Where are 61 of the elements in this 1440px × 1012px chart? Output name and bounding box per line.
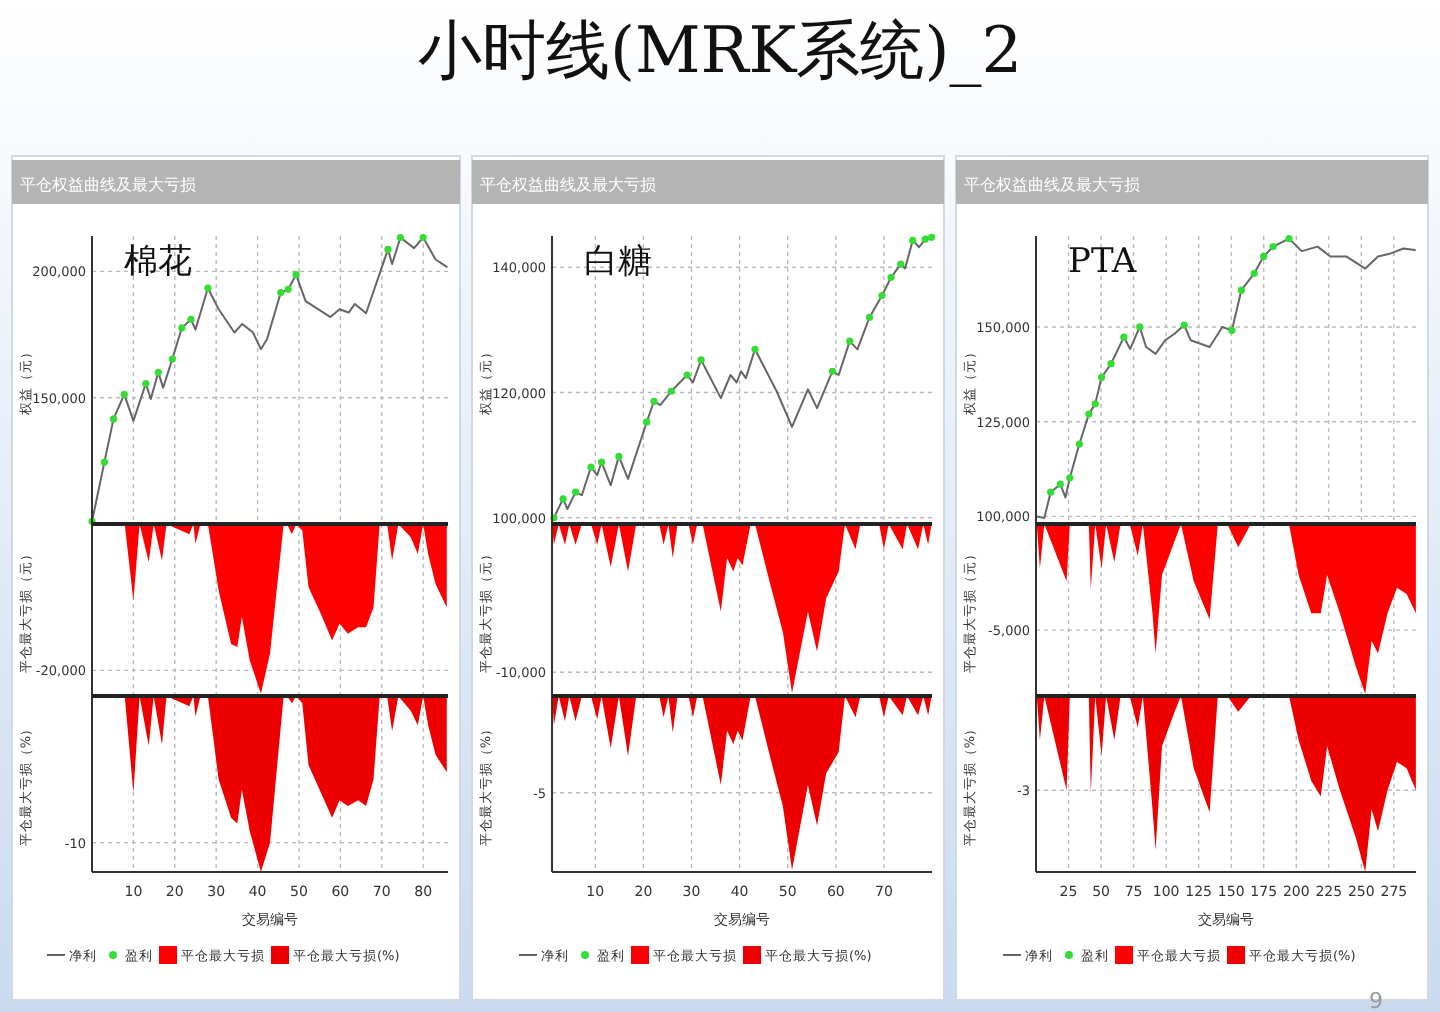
point (178, 324, 186, 332)
point (1085, 410, 1093, 418)
point (1075, 440, 1083, 448)
chart-subtitle: 棉花 (124, 242, 192, 282)
text: 9 (1369, 988, 1383, 1012)
point (419, 233, 427, 242)
point (683, 371, 691, 379)
point (1066, 474, 1074, 482)
point (1091, 400, 1099, 408)
point (1136, 323, 1144, 331)
point (109, 415, 118, 423)
point (1056, 480, 1064, 488)
point (878, 291, 886, 300)
point (284, 285, 292, 293)
point (1097, 373, 1106, 381)
point (187, 315, 195, 323)
chart-title: 平仓权益曲线及最大亏损 (480, 176, 656, 194)
point (571, 488, 580, 496)
point (1260, 252, 1268, 261)
point (1120, 333, 1128, 341)
point (168, 355, 176, 363)
point (650, 397, 658, 405)
point (828, 367, 837, 375)
chart-title: 平仓权益曲线及最大亏损 (964, 176, 1140, 194)
point (1180, 321, 1188, 329)
point (559, 495, 567, 503)
point (615, 452, 623, 460)
point (1237, 286, 1245, 294)
point (887, 273, 895, 281)
chart-subtitle: 白糖 (584, 242, 652, 282)
point (204, 284, 212, 292)
point (154, 368, 162, 377)
point (751, 345, 759, 353)
text: 小时线(MRK系统)_2 (417, 12, 1023, 88)
point (643, 418, 651, 426)
point (1269, 243, 1277, 251)
point (597, 458, 606, 466)
point (1250, 269, 1258, 278)
line-series (1035, 237, 1416, 519)
point (1228, 326, 1236, 334)
point (384, 245, 392, 253)
point (292, 271, 300, 279)
point (1285, 235, 1293, 243)
point (909, 236, 917, 244)
point (1047, 488, 1055, 496)
point (697, 356, 705, 364)
point (846, 337, 854, 345)
point (865, 313, 874, 321)
point (897, 260, 905, 268)
point (1107, 360, 1115, 368)
chart-subtitle: PTA (1068, 242, 1138, 282)
point (277, 288, 285, 297)
point (921, 235, 929, 243)
point (927, 233, 936, 241)
point (100, 458, 109, 466)
chart-title: 平仓权益曲线及最大亏损 (20, 176, 196, 194)
point (396, 233, 404, 242)
point (667, 387, 675, 395)
point (587, 463, 595, 471)
point (120, 390, 128, 398)
point (142, 379, 150, 388)
